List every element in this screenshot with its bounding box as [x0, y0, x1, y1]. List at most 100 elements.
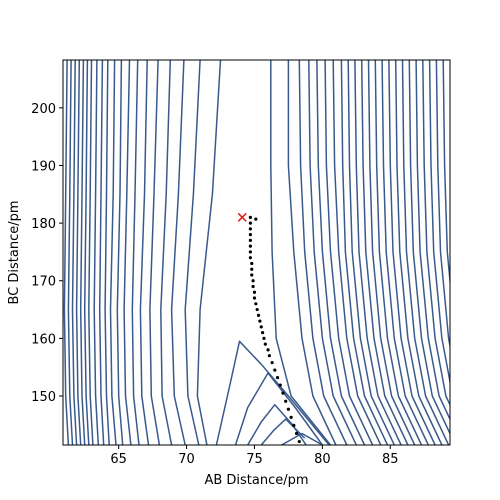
- y-tick-label: 190: [31, 159, 56, 174]
- trajectory-point: [250, 261, 254, 266]
- contour-line: [71, 60, 78, 445]
- trajectory-point: [289, 415, 293, 419]
- trajectory-point: [248, 227, 252, 231]
- contour-line: [316, 60, 366, 445]
- contour-line: [347, 60, 395, 445]
- contour-line: [75, 60, 82, 445]
- contour-line: [131, 60, 140, 445]
- trajectory-point: [261, 331, 265, 335]
- contour-line: [298, 60, 348, 445]
- contour-line: [270, 60, 332, 445]
- trajectory-point: [294, 431, 299, 436]
- contour-line: [83, 60, 90, 445]
- contour-line: [116, 60, 124, 445]
- contour-line: [381, 60, 429, 445]
- contour-line: [184, 60, 201, 445]
- contour-line: [287, 60, 337, 445]
- trajectory-point: [248, 244, 252, 248]
- contour-line: [374, 60, 423, 445]
- contour-line: [123, 60, 132, 445]
- contour-line: [415, 60, 450, 421]
- x-tick-label: 70: [178, 452, 195, 467]
- contour-line: [215, 340, 330, 445]
- trajectory-point: [248, 250, 252, 254]
- trajectory-point: [254, 302, 258, 306]
- y-tick-label: 180: [31, 217, 56, 232]
- contour-line: [93, 60, 100, 445]
- trajectory-point: [297, 439, 301, 444]
- trajectory-point: [281, 391, 285, 395]
- trajectory-point: [278, 383, 282, 387]
- trajectory-point: [262, 336, 266, 340]
- contour-line: [109, 60, 117, 445]
- trajectory-point: [266, 348, 270, 352]
- contour-line: [260, 418, 306, 445]
- x-tick-label: 65: [110, 452, 127, 467]
- axes-frame: [62, 59, 451, 446]
- trajectory-point: [248, 215, 252, 219]
- contour-line: [160, 60, 173, 445]
- contour-line: [324, 60, 374, 445]
- x-tick-label: 85: [382, 452, 399, 467]
- y-tick-label: 170: [31, 275, 56, 290]
- contour-line: [442, 60, 450, 289]
- y-tick-label: 150: [31, 390, 56, 405]
- contour-line: [435, 60, 450, 350]
- contour-line: [247, 403, 307, 445]
- trajectory-point: [252, 296, 257, 300]
- contour-line: [354, 60, 402, 445]
- trajectory-point: [250, 273, 254, 277]
- contour-line: [308, 60, 357, 445]
- trajectory-point: [284, 399, 288, 403]
- trajectory-point: [256, 313, 261, 317]
- contour-line: [388, 60, 436, 445]
- contour-line: [139, 60, 150, 445]
- trajectory-point: [248, 238, 252, 242]
- trajectory-point: [248, 221, 252, 225]
- contour-line: [394, 60, 443, 445]
- contour-line: [234, 372, 324, 445]
- contour-line: [281, 432, 323, 445]
- y-tick-label: 200: [31, 102, 56, 117]
- contour-line: [67, 60, 74, 445]
- contour-line: [196, 60, 222, 445]
- trajectory-point: [263, 342, 267, 346]
- trajectory-point: [270, 360, 274, 365]
- x-axis-label: AB Distance/pm: [204, 473, 308, 488]
- contour-line: [408, 60, 450, 436]
- x-tick-label: 75: [246, 452, 263, 467]
- trajectory-point: [251, 284, 255, 289]
- trajectory-point: [292, 423, 296, 428]
- trajectory-point: [259, 325, 263, 329]
- trajectory-point: [258, 319, 262, 323]
- trajectory-point: [254, 217, 258, 221]
- plot-area: [63, 60, 450, 445]
- trajectory-point: [248, 233, 252, 237]
- contour-line: [367, 60, 416, 445]
- trajectory-point: [275, 375, 280, 380]
- x-tick-label: 80: [314, 452, 331, 467]
- contour-line: [401, 60, 450, 445]
- trajectory-point: [255, 307, 259, 312]
- trajectory-point: [248, 256, 252, 260]
- trajectory-point: [252, 290, 257, 294]
- start-marker: [237, 212, 247, 222]
- y-axis-label: BC Distance/pm: [7, 200, 22, 304]
- contour-line: [104, 60, 110, 445]
- contour-line: [149, 60, 161, 445]
- contour-line: [79, 60, 86, 445]
- contour-line: [340, 60, 389, 445]
- contour-line: [360, 60, 409, 445]
- trajectory-point: [286, 407, 291, 411]
- contour-line: [428, 60, 450, 386]
- trajectory-point: [250, 267, 254, 271]
- y-tick-label: 160: [31, 332, 56, 347]
- contour-line: [170, 60, 186, 445]
- contour-line: [88, 60, 94, 445]
- contour-line: [332, 60, 382, 445]
- trajectory-point: [267, 354, 271, 358]
- contour-line: [63, 60, 70, 445]
- trajectory-point: [273, 368, 277, 372]
- contour-line: [98, 60, 105, 445]
